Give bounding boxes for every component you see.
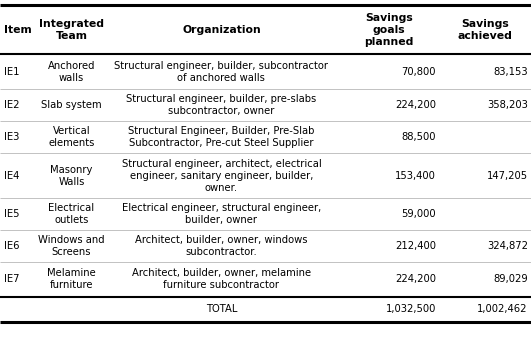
Text: 1,032,500: 1,032,500	[386, 304, 436, 314]
Text: Structural engineer, architect, electrical
engineer, sanitary engineer, builder,: Structural engineer, architect, electric…	[122, 159, 321, 192]
Text: Windows and
Screens: Windows and Screens	[38, 235, 105, 257]
Text: Integrated
Team: Integrated Team	[39, 19, 104, 41]
Text: 212,400: 212,400	[395, 241, 436, 251]
Text: 224,200: 224,200	[395, 100, 436, 110]
Text: 88,500: 88,500	[401, 132, 436, 142]
Text: IE1: IE1	[4, 67, 20, 77]
Text: Savings
achieved: Savings achieved	[458, 19, 512, 41]
Text: Structural Engineer, Builder, Pre-Slab
Subcontractor, Pre-cut Steel Supplier: Structural Engineer, Builder, Pre-Slab S…	[129, 126, 314, 148]
Text: Architect, builder, owner, windows
subcontractor.: Architect, builder, owner, windows subco…	[135, 235, 307, 257]
Text: 70,800: 70,800	[401, 67, 436, 77]
Text: 153,400: 153,400	[395, 171, 436, 180]
Text: TOTAL: TOTAL	[205, 304, 237, 314]
Text: Melamine
furniture: Melamine furniture	[47, 268, 96, 290]
Text: Masonry
Walls: Masonry Walls	[50, 164, 92, 187]
Text: IE3: IE3	[4, 132, 20, 142]
Text: 147,205: 147,205	[487, 171, 528, 180]
Text: Organization: Organization	[182, 25, 261, 35]
Text: IE4: IE4	[4, 171, 20, 180]
Text: IE6: IE6	[4, 241, 20, 251]
Text: IE2: IE2	[4, 100, 20, 110]
Text: IE5: IE5	[4, 209, 20, 219]
Text: 358,203: 358,203	[487, 100, 528, 110]
Text: 1,002,462: 1,002,462	[477, 304, 528, 314]
Text: 83,153: 83,153	[493, 67, 528, 77]
Text: Vertical
elements: Vertical elements	[48, 126, 95, 148]
Text: 224,200: 224,200	[395, 274, 436, 284]
Text: Structural engineer, builder, subcontractor
of anchored walls: Structural engineer, builder, subcontrac…	[114, 61, 329, 83]
Text: Item: Item	[4, 25, 32, 35]
Text: Structural engineer, builder, pre-slabs
subcontractor, owner: Structural engineer, builder, pre-slabs …	[126, 94, 316, 116]
Text: Architect, builder, owner, melamine
furniture subcontractor: Architect, builder, owner, melamine furn…	[132, 268, 311, 290]
Text: 59,000: 59,000	[401, 209, 436, 219]
Text: Anchored
walls: Anchored walls	[48, 61, 95, 83]
Text: 89,029: 89,029	[493, 274, 528, 284]
Text: 324,872: 324,872	[487, 241, 528, 251]
Text: Electrical
outlets: Electrical outlets	[48, 203, 95, 225]
Text: IE7: IE7	[4, 274, 20, 284]
Text: Slab system: Slab system	[41, 100, 102, 110]
Text: Savings
goals
planned: Savings goals planned	[364, 13, 413, 47]
Text: Electrical engineer, structural engineer,
builder, owner: Electrical engineer, structural engineer…	[122, 203, 321, 225]
